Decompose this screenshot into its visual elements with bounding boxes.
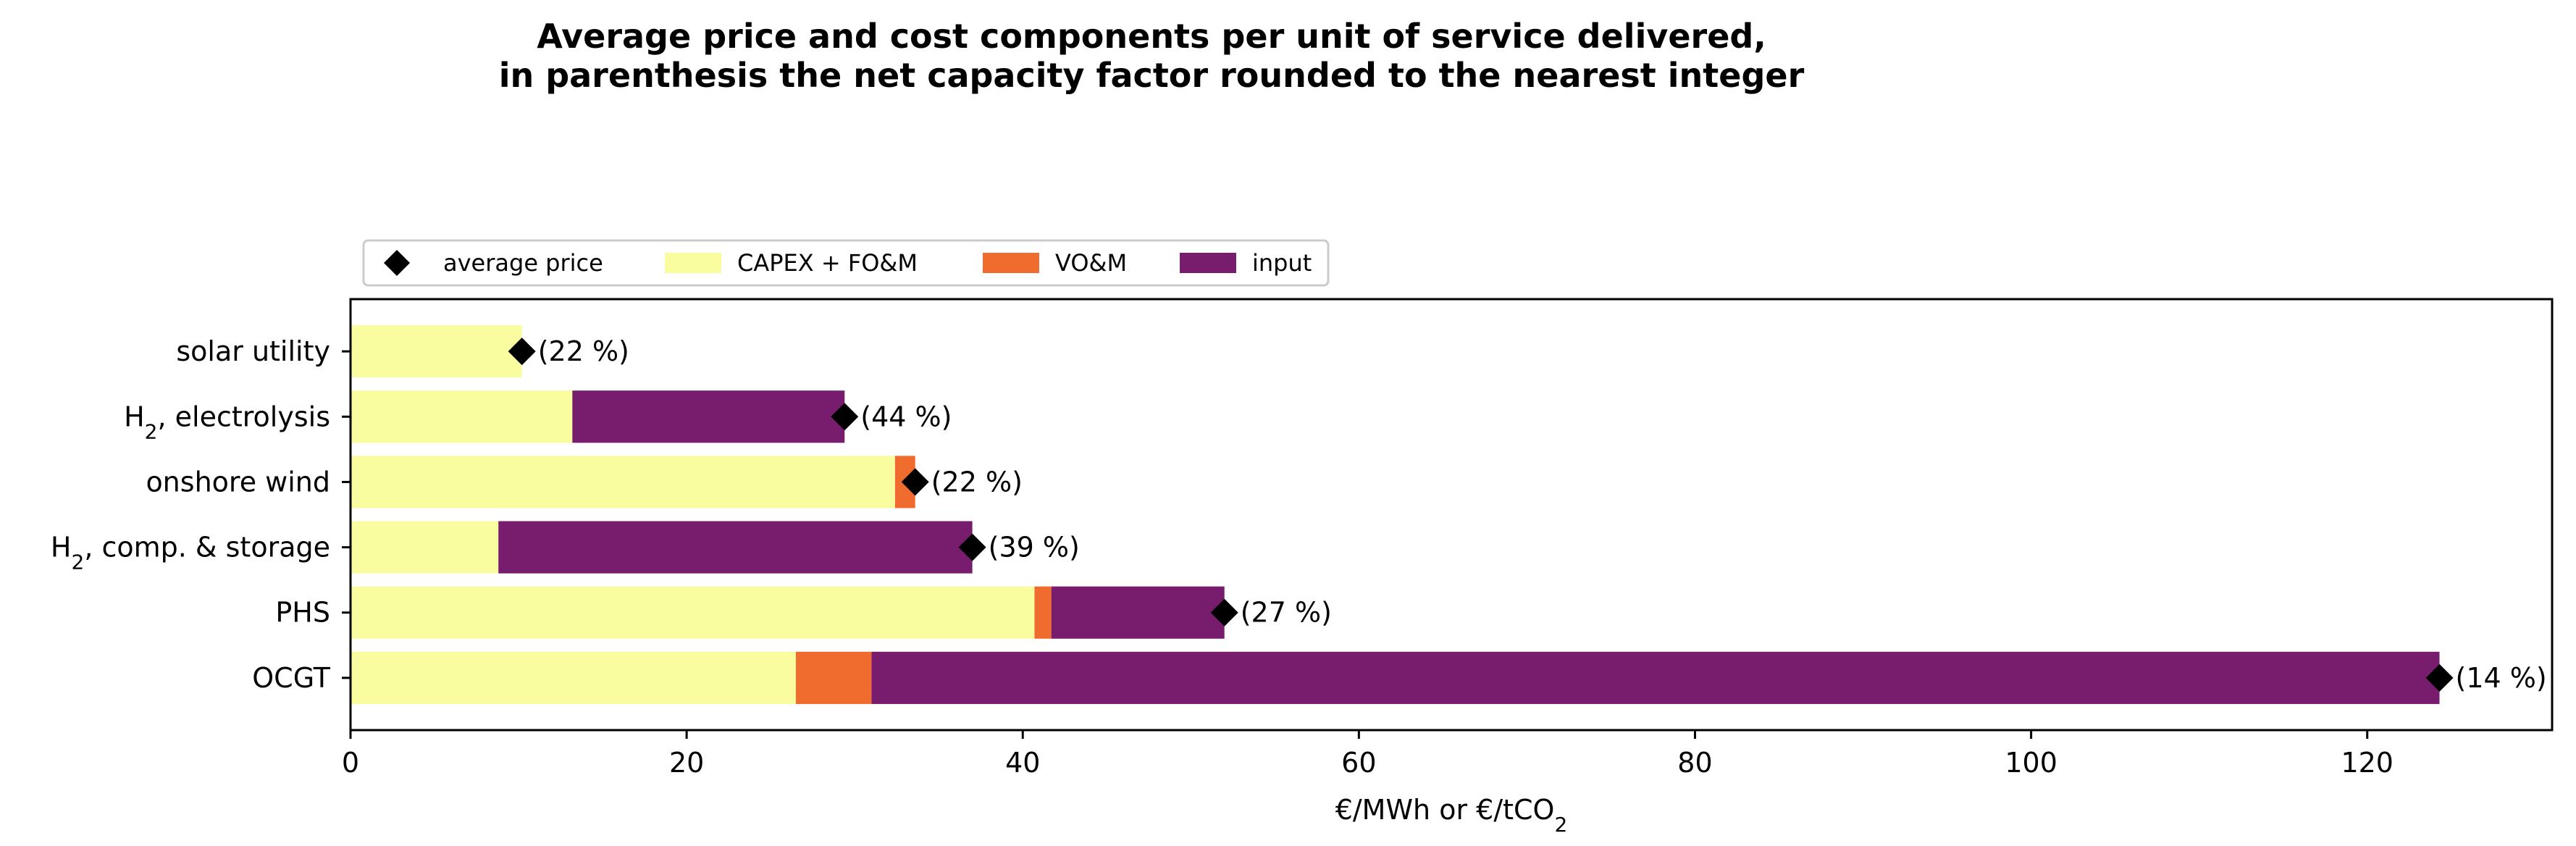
legend-label: VO&M: [1055, 249, 1127, 277]
y-category-label: H2, comp. & storage: [51, 532, 330, 574]
capacity-factor-label: (22 %): [538, 335, 629, 367]
x-axis: 0 20 40 60 80 100 120: [342, 730, 2394, 779]
legend-swatch: [1180, 253, 1236, 273]
x-tick-label: 100: [2005, 747, 2057, 779]
x-tick-label: 20: [669, 747, 704, 779]
legend-swatch-average-price: [384, 250, 410, 276]
capacity-factor-label: (22 %): [931, 466, 1023, 498]
y-category-label: solar utility: [176, 335, 330, 367]
x-tick-label: 60: [1341, 747, 1376, 779]
capacity-factor-label: (39 %): [989, 532, 1080, 564]
y-category-label: onshore wind: [146, 466, 330, 498]
average-price-marker: [901, 468, 929, 496]
y-category-label: PHS: [275, 597, 330, 629]
x-axis-label-subscript: 2: [1554, 813, 1567, 837]
y-category-label: OCGT: [252, 662, 331, 694]
bar-segment: [351, 325, 522, 378]
bar-segment: [351, 390, 573, 443]
chart-title: Average price and cost components per un…: [537, 17, 1766, 56]
markers-layer: (22 %) (44 %) (22 %) (39 %) (27 %) (14 %): [508, 335, 2547, 694]
legend-swatch: [665, 253, 721, 273]
bars-layer: [351, 325, 2440, 704]
x-axis-label: €/MWh or €/tCO2: [1335, 794, 1568, 837]
capacity-factor-label: (44 %): [860, 401, 952, 432]
bar-segment: [351, 651, 796, 704]
legend: average price CAPEX + FO&M VO&M input: [362, 239, 1330, 287]
legend-label: input: [1252, 249, 1312, 277]
bar-segment: [498, 521, 973, 574]
bar-segment: [1034, 586, 1052, 639]
capacity-factor-label: (27 %): [1241, 597, 1332, 629]
average-price-marker: [1210, 598, 1238, 627]
chart-subtitle: in parenthesis the net capacity factor r…: [499, 56, 1805, 95]
bar-segment: [351, 521, 499, 574]
average-price-marker: [2425, 663, 2454, 692]
y-axis: solar utility H2, electrolysis onshore win…: [51, 335, 351, 694]
average-price-marker: [831, 403, 859, 431]
legend-label-average-price: average price: [443, 249, 603, 277]
x-tick-label: 40: [1005, 747, 1040, 779]
bar-segment: [351, 456, 895, 508]
bar-segment: [871, 651, 2440, 704]
legend-label: CAPEX + FO&M: [737, 249, 918, 277]
legend-frame: [362, 239, 1330, 287]
legend-swatch: [983, 253, 1039, 273]
bar-segment: [1051, 586, 1225, 639]
average-price-marker: [508, 338, 536, 366]
plot-frame: [349, 298, 2554, 732]
bar-segment: [351, 586, 1035, 639]
average-price-marker: [958, 533, 986, 561]
x-tick-label: 0: [342, 747, 359, 779]
y-category-label: H2, electrolysis: [124, 401, 330, 443]
bar-segment: [572, 390, 845, 443]
bar-segment: [795, 651, 872, 704]
capacity-factor-label: (14 %): [2456, 662, 2547, 694]
x-tick-label: 120: [2341, 747, 2394, 779]
x-tick-label: 80: [1677, 747, 1712, 779]
